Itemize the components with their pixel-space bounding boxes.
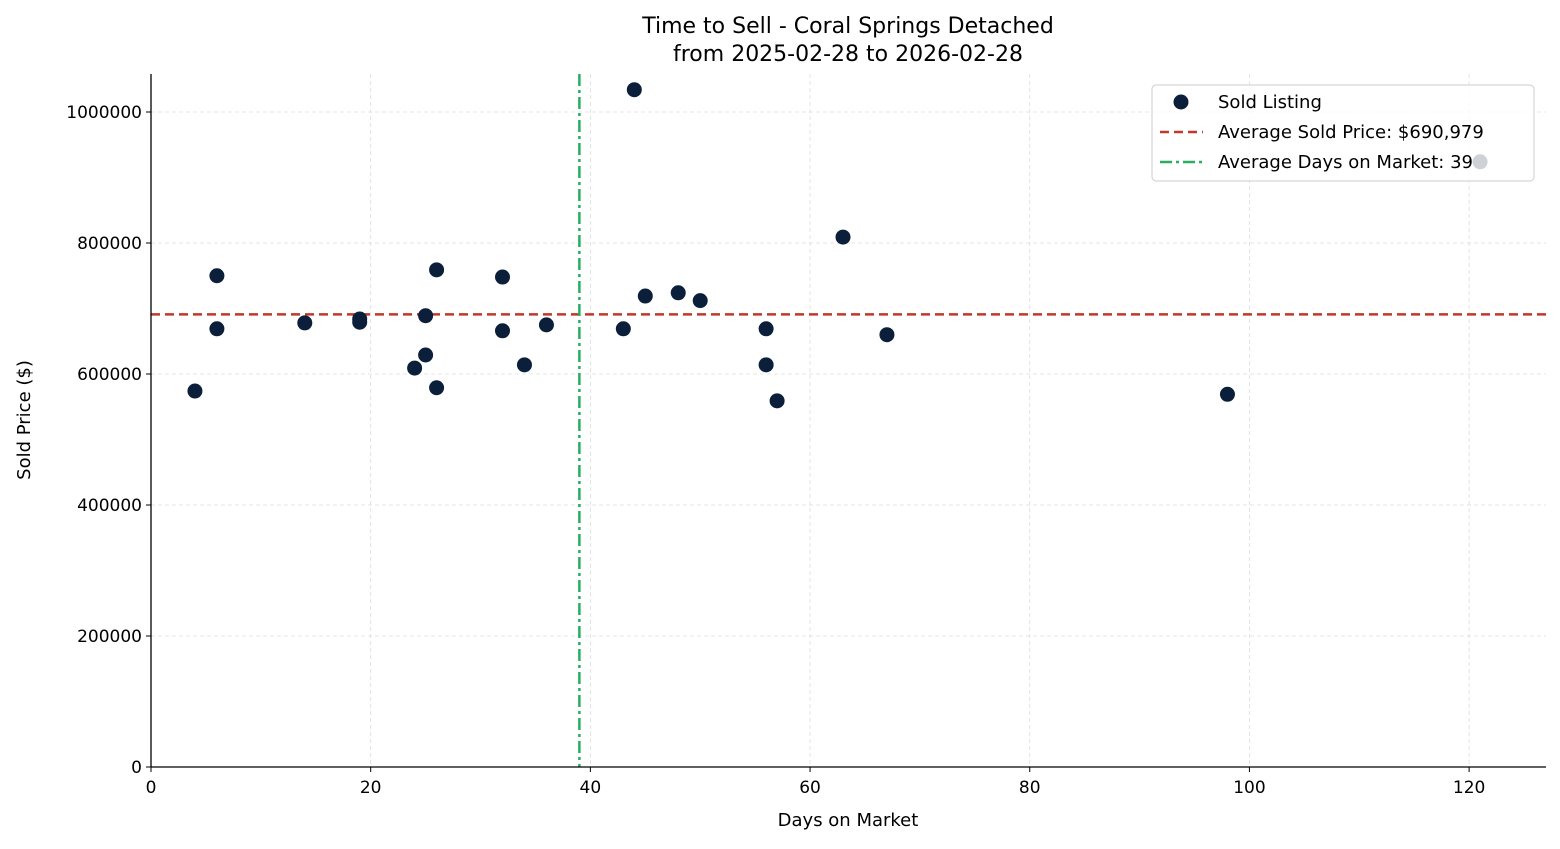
data-point xyxy=(429,262,445,278)
y-tick-label: 800000 xyxy=(77,234,142,254)
legend-label-points: Sold Listing xyxy=(1218,92,1322,113)
data-point xyxy=(209,268,225,284)
data-point xyxy=(418,308,434,324)
chart-subtitle: from 2025-02-28 to 2026-02-28 xyxy=(673,42,1023,67)
chart-title: Time to Sell - Coral Springs Detached xyxy=(641,14,1054,39)
data-point xyxy=(626,82,642,98)
x-tick-label: 60 xyxy=(799,778,821,798)
axes: 0 20 40 60 80 100 120 0 200000 400000 600000 800000… xyxy=(66,74,1546,798)
x-tick-label: 40 xyxy=(580,778,602,798)
data-point xyxy=(879,327,895,343)
legend-box xyxy=(1151,84,1535,182)
data-point xyxy=(187,383,203,399)
reference-lines xyxy=(151,74,1546,767)
x-tick-label: 120 xyxy=(1453,778,1485,798)
points xyxy=(187,82,1488,409)
y-tick-label: 400000 xyxy=(77,496,142,516)
x-tick-label: 20 xyxy=(360,778,382,798)
data-point xyxy=(758,357,774,373)
y-tick-label: 200000 xyxy=(77,627,142,647)
x-tick-label: 80 xyxy=(1019,778,1041,798)
data-point xyxy=(407,360,423,376)
legend-marker-points xyxy=(1173,94,1189,110)
data-point xyxy=(494,323,510,339)
grid xyxy=(150,74,1546,768)
data-point xyxy=(637,288,653,304)
data-point xyxy=(494,269,510,285)
y-axis-label: Sold Price ($) xyxy=(14,360,35,480)
data-point xyxy=(538,317,554,333)
x-tick-label: 100 xyxy=(1233,778,1265,798)
data-point xyxy=(352,314,368,330)
data-point xyxy=(418,347,434,363)
x-axis-label: Days on Market xyxy=(778,810,919,831)
data-point xyxy=(516,357,532,373)
y-tick-label: 0 xyxy=(131,758,142,778)
data-point xyxy=(670,285,686,301)
legend-label-avg-days: Average Days on Market: 39 xyxy=(1218,152,1473,173)
x-tick-label: 0 xyxy=(146,778,157,798)
data-point xyxy=(692,293,708,309)
data-point xyxy=(1219,386,1235,402)
data-point xyxy=(835,229,851,245)
legend: Sold Listing Average Sold Price: $690,97… xyxy=(1151,84,1535,182)
y-tick-label: 600000 xyxy=(77,365,142,385)
data-point xyxy=(429,380,445,396)
y-tick-label: 1000000 xyxy=(66,103,142,123)
data-point xyxy=(297,315,313,331)
data-point xyxy=(615,321,631,337)
legend-label-avg-price: Average Sold Price: $690,979 xyxy=(1218,122,1484,143)
data-point xyxy=(769,393,785,409)
data-point xyxy=(758,321,774,337)
data-point xyxy=(209,321,225,337)
